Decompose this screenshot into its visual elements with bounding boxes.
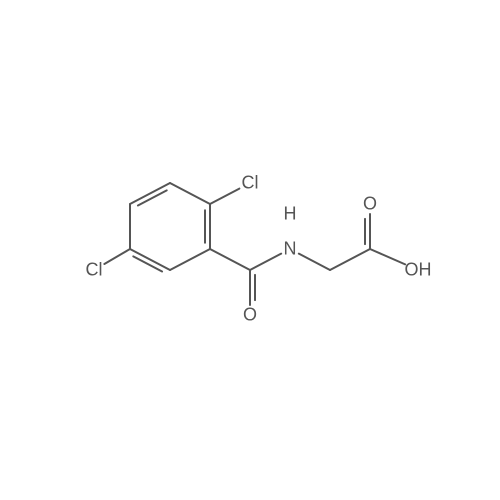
atom-label-o9: O bbox=[363, 194, 377, 215]
atom-label-cl5: Cl bbox=[86, 260, 103, 281]
atom-label-nh: H bbox=[284, 204, 297, 225]
atom-label-o7: O bbox=[243, 305, 257, 326]
bond bbox=[250, 254, 281, 270]
bond bbox=[299, 254, 330, 270]
bond bbox=[130, 183, 170, 204]
bond bbox=[330, 249, 370, 270]
atom-label-cl2: Cl bbox=[242, 173, 259, 194]
bond-layer bbox=[0, 0, 500, 500]
bond bbox=[210, 189, 239, 204]
atom-label-n: N bbox=[284, 239, 297, 260]
bond bbox=[104, 249, 130, 264]
bond bbox=[370, 249, 405, 264]
atom-label-oh: OH bbox=[405, 260, 432, 281]
bond bbox=[170, 249, 210, 270]
bond bbox=[170, 183, 210, 204]
bond bbox=[210, 249, 250, 270]
bond bbox=[130, 249, 170, 270]
molecule-canvas: Cl Cl O NH O OH bbox=[0, 0, 500, 500]
